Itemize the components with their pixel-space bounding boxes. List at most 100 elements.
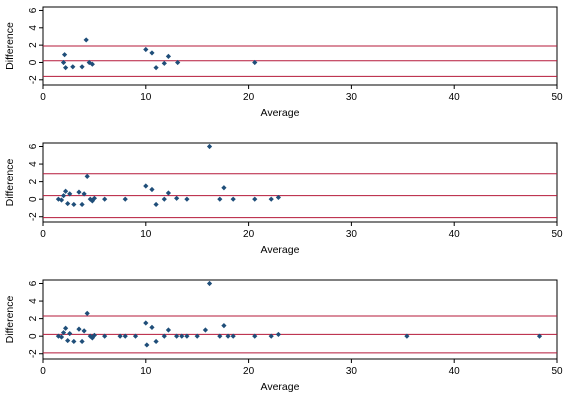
data-point: [174, 195, 180, 201]
data-point: [102, 333, 108, 339]
data-point: [161, 60, 167, 66]
data-point: [67, 330, 73, 337]
y-tick-label: -2: [28, 75, 39, 84]
y-tick-label: 4: [28, 161, 39, 167]
x-tick-label: 10: [140, 92, 152, 103]
y-tick-label: -2: [28, 349, 39, 358]
data-point: [117, 333, 123, 339]
data-point: [65, 337, 71, 344]
data-point: [60, 330, 67, 336]
data-point: [252, 333, 258, 339]
x-tick-label: 0: [40, 229, 46, 240]
x-tick-label: 10: [140, 366, 152, 377]
data-point: [60, 59, 67, 66]
data-point: [165, 53, 172, 59]
data-point: [91, 195, 97, 201]
data-point: [184, 196, 190, 202]
data-point: [221, 323, 227, 329]
data-point: [144, 342, 150, 348]
data-point: [179, 333, 185, 339]
data-point: [217, 196, 223, 202]
data-point: [79, 201, 85, 208]
data-point: [252, 59, 258, 66]
x-tick-label: 20: [243, 229, 255, 240]
y-tick-label: 2: [28, 315, 39, 321]
data-point: [70, 64, 76, 70]
data-point: [268, 333, 274, 339]
data-point: [132, 333, 139, 339]
x-tick-label: 50: [551, 229, 563, 240]
data-point: [81, 191, 87, 197]
data-point: [268, 196, 274, 202]
x-tick-label: 20: [243, 366, 255, 377]
data-point: [217, 333, 223, 339]
data-point: [122, 196, 128, 202]
y-axis-title: Difference: [4, 22, 16, 70]
data-point: [206, 280, 213, 287]
y-tick-label: 4: [28, 298, 39, 304]
x-tick-label: 50: [551, 366, 563, 377]
x-tick-label: 40: [449, 92, 461, 103]
data-point: [122, 333, 128, 339]
data-point: [143, 46, 149, 53]
data-point: [79, 64, 85, 70]
data-point: [175, 59, 181, 66]
x-tick-label: 30: [346, 229, 358, 240]
plot-area: [42, 279, 558, 360]
data-point: [84, 173, 90, 179]
data-point: [61, 52, 68, 58]
x-axis-title: Average: [261, 381, 300, 393]
y-tick-label: 6: [28, 7, 39, 13]
y-tick-label: -2: [28, 212, 39, 221]
data-point: [149, 324, 155, 330]
data-point: [153, 338, 159, 345]
data-point: [174, 333, 180, 339]
data-point: [275, 194, 282, 201]
data-point: [165, 327, 172, 333]
y-tick-label: 6: [28, 143, 39, 149]
data-point: [58, 197, 65, 203]
y-tick-label: 0: [28, 196, 39, 202]
data-point: [84, 310, 90, 316]
x-tick-label: 0: [40, 92, 46, 103]
data-point: [143, 320, 149, 326]
data-point: [58, 334, 65, 340]
y-tick-label: 4: [28, 25, 39, 31]
data-point: [83, 37, 89, 43]
x-axis-title: Average: [261, 244, 300, 256]
data-point: [63, 65, 69, 71]
data-point: [81, 328, 87, 334]
data-point: [76, 189, 82, 195]
data-point: [65, 200, 71, 207]
data-point: [149, 50, 155, 56]
data-point: [71, 338, 77, 345]
data-point: [194, 333, 200, 339]
data-point: [60, 193, 67, 199]
data-point: [79, 338, 85, 345]
data-point: [161, 333, 167, 339]
data-point: [536, 333, 543, 339]
data-point: [153, 65, 159, 71]
x-tick-label: 30: [346, 92, 358, 103]
x-tick-label: 20: [243, 92, 255, 103]
data-point: [225, 333, 231, 339]
data-point: [71, 201, 77, 208]
data-point: [202, 327, 209, 333]
data-point: [184, 333, 190, 339]
y-tick-label: 0: [28, 59, 39, 65]
data-point: [89, 61, 95, 67]
data-point: [55, 333, 62, 339]
y-axis-title: Difference: [4, 296, 16, 344]
data-point: [206, 143, 213, 150]
x-tick-label: 40: [449, 366, 461, 377]
data-point: [230, 196, 236, 202]
plot-area: [42, 142, 558, 223]
data-point: [149, 186, 155, 193]
data-point: [67, 191, 73, 197]
y-axis-title: Difference: [4, 159, 16, 207]
data-point: [63, 325, 69, 331]
